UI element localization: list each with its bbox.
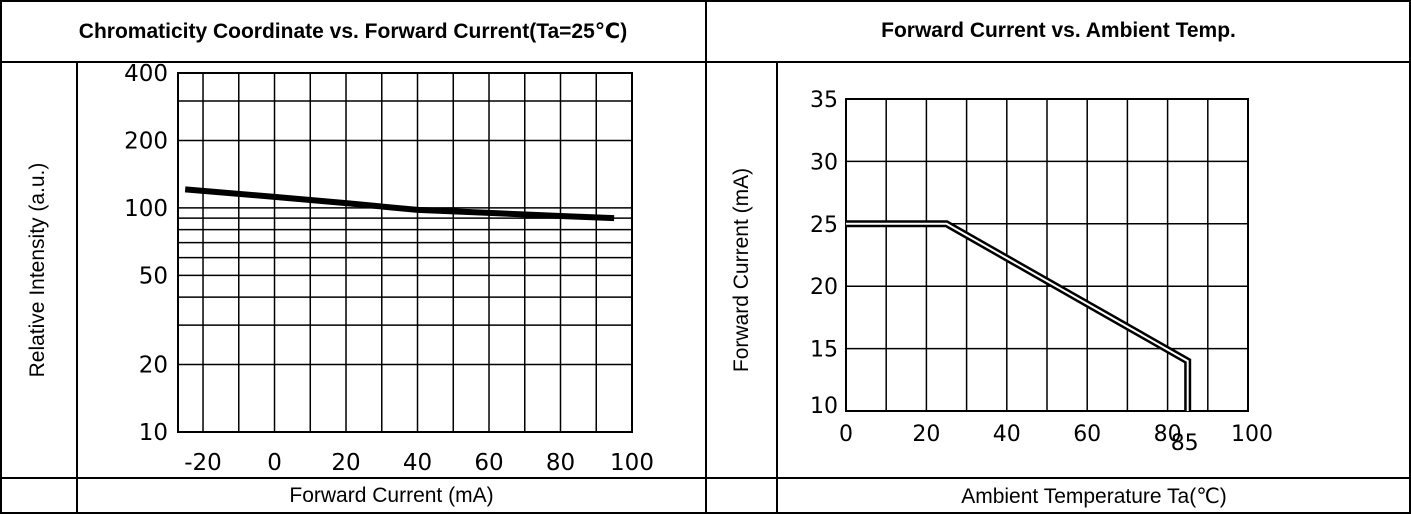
chart1-ytick-label: 100	[124, 196, 168, 222]
chart1-ytick-label: 10	[139, 420, 168, 446]
chart1-ytick-label: 20	[139, 353, 168, 379]
chart2-xlabel: Ambient Temperature Ta(℃)	[961, 484, 1227, 508]
chart2-title: Forward Current vs. Ambient Temp.	[881, 19, 1236, 42]
chart1-xtick-label: 100	[610, 450, 654, 476]
chart2-xtick-label: 85	[1171, 431, 1199, 456]
chart1-xlabel: Forward Current (mA)	[289, 484, 494, 507]
chart1-xtick-label: 60	[474, 450, 503, 476]
chart2-xtick-label: 20	[912, 422, 940, 447]
chart1-ytick-label: 200	[124, 128, 168, 154]
chart2-series-line	[846, 220, 1192, 411]
chart2-ytick-label: 25	[810, 213, 838, 238]
chart2-xtick-label: 60	[1073, 422, 1101, 447]
chart2-ytick-label: 20	[810, 275, 838, 300]
chart1-xtick-label: 40	[403, 450, 432, 476]
chart2-xtick-label: 40	[993, 422, 1021, 447]
chart2-xtick-label: 0	[839, 422, 853, 447]
chart2-xtick-label: 80	[1154, 422, 1182, 447]
chart1-xtick-label: 80	[546, 450, 575, 476]
chart1-title: Chromaticity Coordinate vs. Forward Curr…	[78, 19, 628, 43]
chart2-ytick-label: 35	[810, 88, 838, 113]
chart1-ytick-label: 50	[139, 263, 168, 289]
chart1-xtick-label: 20	[331, 450, 360, 476]
chart1-xtick-label: 0	[267, 450, 282, 476]
chart2-xtick-label: 100	[1231, 422, 1273, 447]
chart2-frame	[845, 98, 1249, 412]
chart2-ytick-label: 15	[810, 338, 838, 363]
chart2-ytick-label: 10	[810, 394, 838, 419]
chart1-xtick-label: -20	[184, 450, 222, 476]
chart1-ytick-label: 400	[124, 61, 168, 87]
chart2-ytick-label: 30	[810, 150, 838, 175]
chart2-series-line-inner	[846, 222, 1189, 411]
chart1-frame	[177, 72, 633, 433]
chart1-series-line	[184, 186, 615, 222]
